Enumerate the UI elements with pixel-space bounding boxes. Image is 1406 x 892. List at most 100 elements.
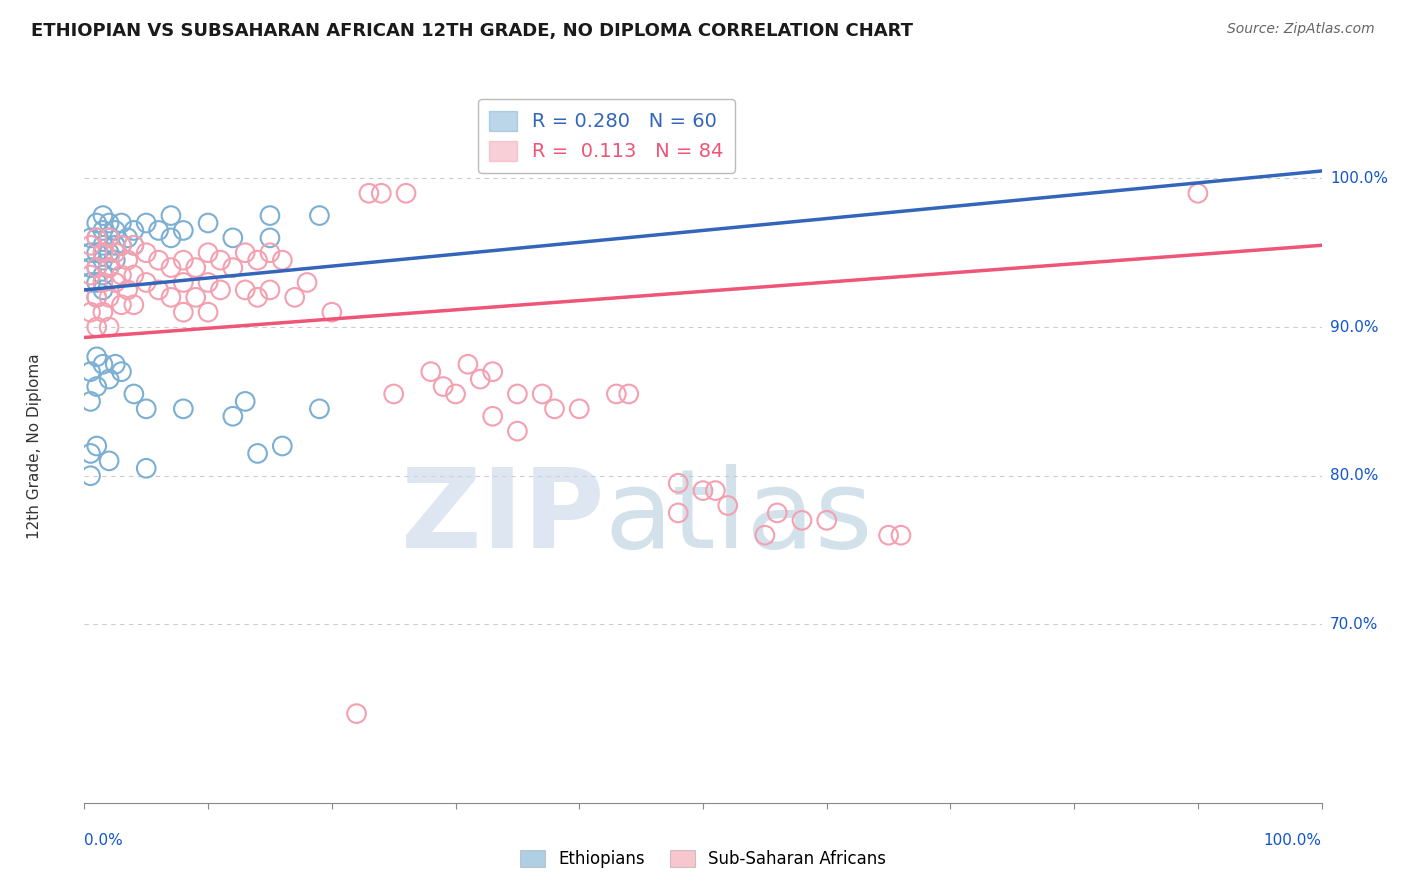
Point [91, 357, 114, 371]
Point [135, 245, 157, 260]
Point [122, 238, 145, 252]
Point [104, 238, 127, 252]
Point [135, 461, 157, 475]
Point [890, 528, 912, 542]
Point [766, 506, 789, 520]
Point [110, 298, 132, 312]
Text: 70.0%: 70.0% [1330, 617, 1378, 632]
Point [321, 305, 343, 319]
Point [104, 276, 127, 290]
Point [470, 372, 492, 386]
Text: 80.0%: 80.0% [1330, 468, 1378, 483]
Point [86, 260, 108, 275]
Point [122, 387, 145, 401]
Point [233, 245, 256, 260]
Point [122, 238, 145, 252]
Point [98, 216, 121, 230]
Point [86, 439, 108, 453]
Point [209, 253, 232, 268]
Point [197, 245, 219, 260]
Text: 100.0%: 100.0% [1264, 833, 1322, 848]
Point [91, 283, 114, 297]
Point [172, 276, 194, 290]
Point [457, 357, 479, 371]
Text: 90.0%: 90.0% [1330, 319, 1378, 334]
Legend: R = 0.280   N = 60, R =  0.113   N = 84: R = 0.280 N = 60, R = 0.113 N = 84 [478, 99, 735, 173]
Point [382, 387, 405, 401]
Point [172, 253, 194, 268]
Point [259, 245, 281, 260]
Point [86, 216, 108, 230]
Point [197, 276, 219, 290]
Point [98, 454, 121, 468]
Point [91, 209, 114, 223]
Point [79, 276, 101, 290]
Point [86, 350, 108, 364]
Point [717, 499, 740, 513]
Point [104, 253, 127, 268]
Point [122, 268, 145, 282]
Point [98, 231, 121, 245]
Point [91, 245, 114, 260]
Point [98, 372, 121, 386]
Point [197, 216, 219, 230]
Point [86, 320, 108, 334]
Point [444, 387, 467, 401]
Point [79, 238, 101, 252]
Point [98, 245, 121, 260]
Point [346, 706, 368, 721]
Point [271, 439, 294, 453]
Point [79, 245, 101, 260]
Point [233, 394, 256, 409]
Point [86, 276, 108, 290]
Point [172, 401, 194, 416]
Point [104, 357, 127, 371]
Point [666, 476, 689, 491]
Point [246, 290, 269, 304]
Point [91, 253, 114, 268]
Point [110, 216, 132, 230]
Point [308, 209, 330, 223]
Point [79, 394, 101, 409]
Point [160, 290, 183, 304]
Point [246, 253, 269, 268]
Point [184, 260, 207, 275]
Point [122, 298, 145, 312]
Point [419, 365, 441, 379]
Point [79, 268, 101, 282]
Point [395, 186, 418, 201]
Text: ZIP: ZIP [401, 464, 605, 571]
Point [117, 253, 139, 268]
Point [86, 290, 108, 304]
Point [91, 276, 114, 290]
Point [160, 231, 183, 245]
Point [160, 209, 183, 223]
Point [135, 276, 157, 290]
Text: atlas: atlas [605, 464, 873, 571]
Legend: Ethiopians, Sub-Saharan Africans: Ethiopians, Sub-Saharan Africans [513, 843, 893, 875]
Point [259, 231, 281, 245]
Point [91, 223, 114, 237]
Point [815, 513, 838, 527]
Point [481, 409, 503, 424]
Text: 0.0%: 0.0% [84, 833, 124, 848]
Text: 12th Grade, No Diploma: 12th Grade, No Diploma [27, 353, 42, 539]
Point [370, 186, 392, 201]
Point [86, 260, 108, 275]
Point [233, 283, 256, 297]
Point [135, 216, 157, 230]
Point [209, 283, 232, 297]
Point [86, 290, 108, 304]
Point [91, 268, 114, 282]
Point [704, 483, 727, 498]
Point [122, 223, 145, 237]
Point [79, 305, 101, 319]
Point [617, 387, 640, 401]
Text: Source: ZipAtlas.com: Source: ZipAtlas.com [1227, 22, 1375, 37]
Point [692, 483, 714, 498]
Point [259, 209, 281, 223]
Point [666, 506, 689, 520]
Point [110, 268, 132, 282]
Point [754, 528, 776, 542]
Point [877, 528, 900, 542]
